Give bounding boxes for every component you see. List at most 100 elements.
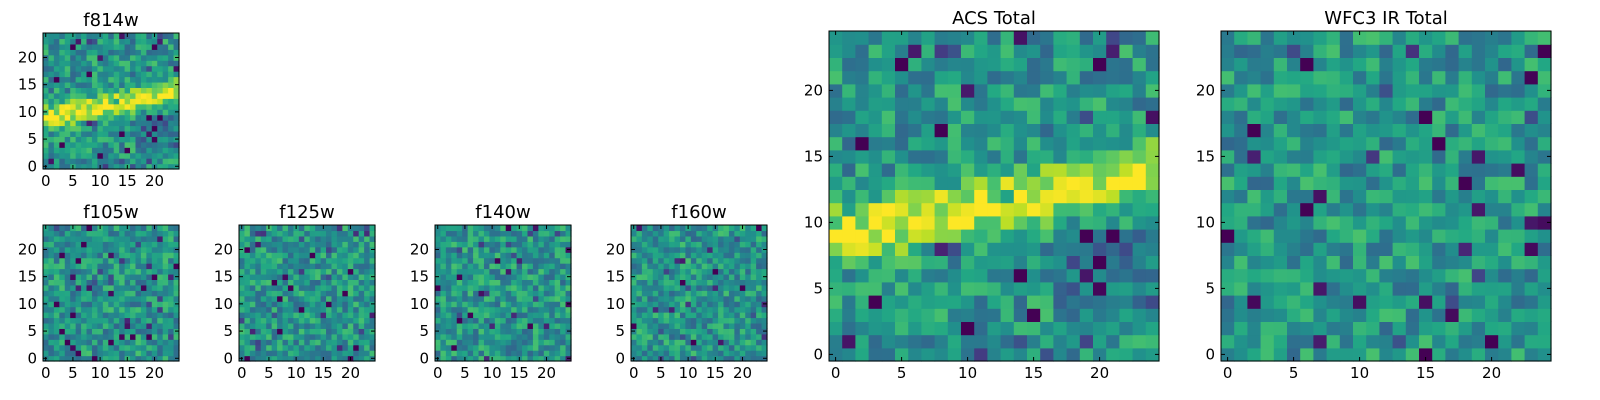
heatmap-cell bbox=[440, 350, 447, 357]
heatmap-cell bbox=[91, 125, 98, 132]
heatmap-cell bbox=[342, 290, 349, 297]
heatmap-cell bbox=[658, 252, 665, 259]
heatmap-cell bbox=[707, 350, 714, 357]
heatmap-cell bbox=[113, 344, 120, 351]
heatmap-cell bbox=[745, 257, 752, 264]
heatmap-cell bbox=[1040, 229, 1054, 243]
heatmap-cell bbox=[135, 92, 142, 99]
heatmap-cell bbox=[353, 235, 360, 242]
heatmap-cell bbox=[1260, 202, 1275, 217]
heatmap-cell bbox=[293, 235, 300, 242]
heatmap-cell bbox=[135, 147, 142, 154]
heatmap-cell bbox=[157, 246, 164, 253]
heatmap-cell bbox=[298, 344, 305, 351]
heatmap-cell bbox=[255, 225, 262, 232]
heatmap-cell bbox=[162, 158, 169, 165]
heatmap-cell bbox=[81, 98, 88, 105]
heatmap-cell bbox=[707, 273, 714, 280]
heatmap-cell bbox=[326, 290, 333, 297]
heatmap-cell bbox=[1040, 242, 1054, 256]
heatmap-cell bbox=[679, 235, 686, 242]
heatmap-cell bbox=[483, 241, 490, 248]
heatmap-cell bbox=[320, 333, 327, 340]
heatmap-cell bbox=[723, 252, 730, 259]
heatmap-cell bbox=[1458, 229, 1473, 243]
heatmap-cell bbox=[1079, 321, 1094, 336]
heatmap-cell bbox=[712, 295, 719, 302]
heatmap-cell bbox=[97, 279, 104, 286]
heatmap-cell bbox=[1287, 255, 1301, 270]
y-tick-label: 10 bbox=[18, 103, 37, 121]
heatmap-cell bbox=[549, 317, 556, 324]
heatmap-cell bbox=[146, 268, 153, 275]
heatmap-cell bbox=[130, 312, 137, 319]
heatmap-cell bbox=[168, 344, 175, 351]
heatmap-cell bbox=[135, 38, 142, 45]
heatmap-cell bbox=[304, 246, 311, 253]
heatmap-cell bbox=[451, 252, 458, 259]
heatmap-cell bbox=[249, 263, 256, 270]
heatmap-cell bbox=[1524, 70, 1539, 85]
heatmap-cell bbox=[734, 230, 741, 237]
heatmap-cell bbox=[756, 263, 763, 270]
heatmap-cell bbox=[113, 339, 120, 346]
heatmap-cell bbox=[271, 328, 278, 335]
heatmap-cell bbox=[48, 130, 55, 137]
heatmap-cell bbox=[554, 225, 561, 232]
heatmap-cell bbox=[1471, 57, 1486, 72]
heatmap-cell bbox=[271, 246, 278, 253]
heatmap-cell bbox=[124, 246, 131, 253]
heatmap-cell bbox=[48, 158, 55, 165]
heatmap-cell bbox=[1273, 136, 1288, 151]
heatmap-cell bbox=[81, 43, 88, 50]
heatmap-cell bbox=[119, 306, 126, 313]
heatmap-cell bbox=[315, 328, 322, 335]
heatmap-cell bbox=[685, 230, 692, 237]
heatmap-cell bbox=[1485, 163, 1499, 177]
heatmap-cell bbox=[756, 312, 763, 319]
heatmap-cell bbox=[690, 230, 697, 237]
heatmap-cell bbox=[739, 317, 746, 324]
heatmap-cell bbox=[921, 97, 936, 111]
heatmap-cell bbox=[494, 322, 501, 329]
heatmap-cell bbox=[336, 290, 343, 297]
heatmap-cell bbox=[1287, 268, 1301, 283]
heatmap-cell bbox=[304, 290, 311, 297]
heatmap-cell bbox=[124, 301, 131, 308]
heatmap-cell bbox=[1066, 31, 1081, 45]
heatmap-cell bbox=[97, 263, 104, 270]
heatmap-cell bbox=[277, 230, 284, 237]
heatmap-cell bbox=[43, 263, 50, 270]
heatmap-cell bbox=[494, 355, 501, 362]
heatmap-cell bbox=[298, 322, 305, 329]
heatmap-cell bbox=[119, 317, 126, 324]
x-tick-label: 0 bbox=[41, 172, 51, 190]
heatmap-cell bbox=[97, 114, 104, 121]
heatmap-cell bbox=[48, 317, 55, 324]
heatmap-cell bbox=[86, 163, 93, 170]
heatmap-cell bbox=[881, 242, 896, 256]
heatmap-cell bbox=[315, 290, 322, 297]
heatmap-cell bbox=[320, 230, 327, 237]
heatmap-cell bbox=[91, 103, 98, 110]
heatmap-cell bbox=[102, 147, 109, 154]
heatmap-cell bbox=[108, 152, 115, 159]
heatmap-cell bbox=[1445, 70, 1460, 85]
heatmap-cell bbox=[701, 301, 708, 308]
heatmap-cell bbox=[750, 284, 757, 291]
heatmap-cell bbox=[1458, 268, 1473, 283]
heatmap-cell bbox=[527, 306, 534, 313]
heatmap-cell bbox=[1458, 281, 1473, 296]
heatmap-cell bbox=[157, 163, 164, 170]
heatmap-cell bbox=[53, 120, 60, 127]
heatmap-cell bbox=[696, 279, 703, 286]
heatmap-cell bbox=[647, 257, 654, 264]
heatmap-cell bbox=[1287, 295, 1301, 309]
heatmap-cell bbox=[511, 301, 518, 308]
heatmap-cell bbox=[1300, 281, 1314, 296]
heatmap-cell bbox=[124, 130, 131, 137]
heatmap-cell bbox=[974, 163, 988, 177]
heatmap-cell bbox=[855, 268, 870, 283]
heatmap-cell bbox=[974, 44, 988, 58]
heatmap-cell bbox=[75, 230, 82, 237]
